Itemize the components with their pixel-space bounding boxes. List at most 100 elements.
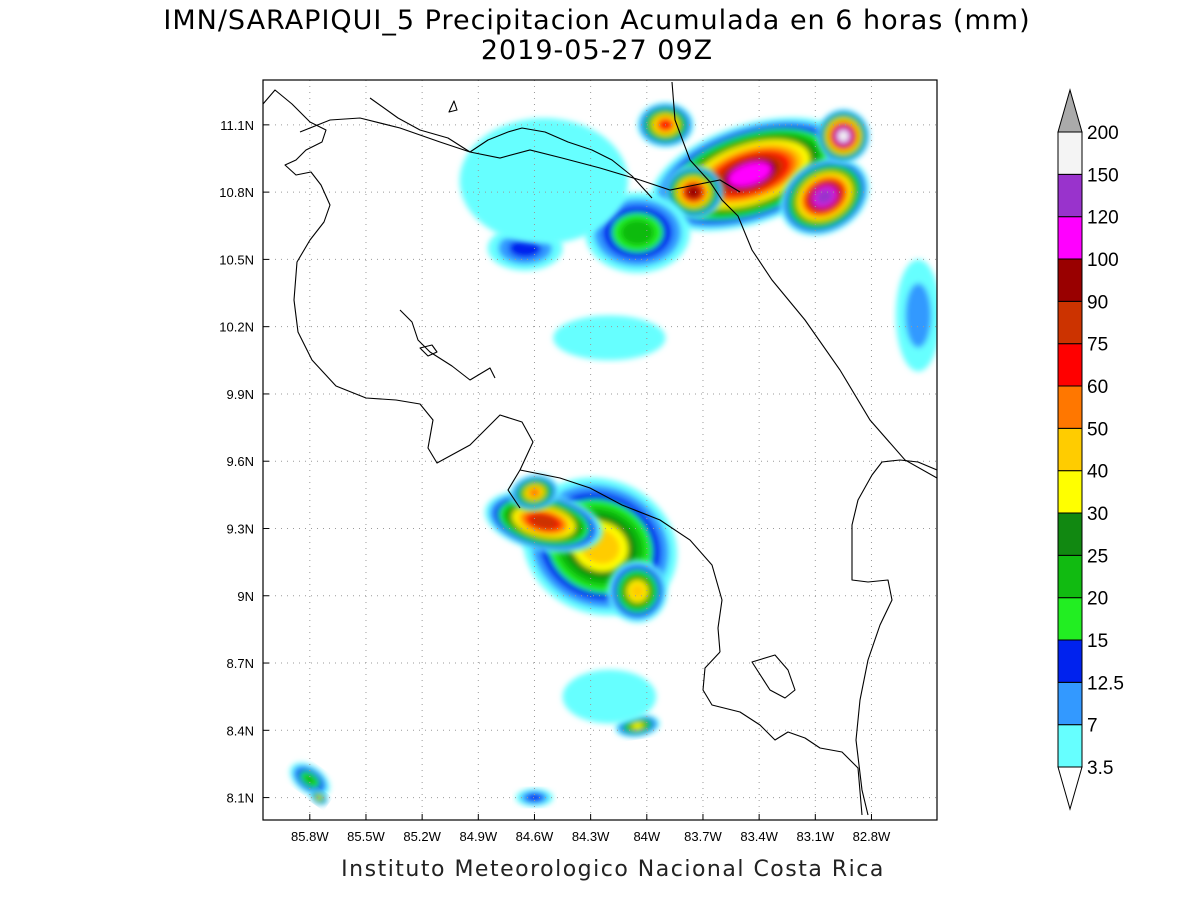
colorbar-swatch xyxy=(1057,173,1083,218)
y-tick-label: 10.8N xyxy=(219,185,254,200)
colorbar-level-label: 100 xyxy=(1087,250,1119,271)
colorbar-swatch xyxy=(1057,385,1083,429)
precip-contour-level xyxy=(530,514,558,529)
colorbar-level-label: 60 xyxy=(1087,377,1108,398)
colorbar-swatch xyxy=(1057,258,1083,302)
golfo-dulce xyxy=(751,654,796,699)
precip-cell xyxy=(817,109,870,163)
small-island xyxy=(448,100,458,113)
colorbar-level-label: 40 xyxy=(1087,462,1108,483)
precip-contour-level xyxy=(631,722,644,729)
colorbar-level-label: 75 xyxy=(1087,335,1108,356)
colorbar-level-label: 15 xyxy=(1087,631,1108,652)
precip-contour-level xyxy=(629,583,646,600)
x-tick-label: 84.9W xyxy=(460,829,498,844)
y-tick-label: 8.4N xyxy=(227,723,254,738)
precip-cell xyxy=(607,559,668,623)
precip-contour-level xyxy=(905,283,932,348)
colorbar-swatch xyxy=(1057,724,1083,768)
y-tick-label: 8.1N xyxy=(227,791,254,806)
precip-contour-level xyxy=(686,186,701,199)
colorbar-level-label: 90 xyxy=(1087,292,1108,313)
colorbar-level-label: 30 xyxy=(1087,504,1108,525)
colorbar-swatch xyxy=(1057,427,1083,472)
colorbar-level-label: 3.5 xyxy=(1087,758,1113,779)
precip-contour-level xyxy=(528,488,541,498)
country-borders xyxy=(299,81,937,653)
precip-cell xyxy=(895,259,937,372)
y-tick-label: 9.3N xyxy=(227,521,254,536)
colorbar-swatch xyxy=(1057,639,1083,683)
map-frame xyxy=(262,79,938,821)
colorbar-swatch xyxy=(1057,681,1083,726)
precip-contour-level xyxy=(553,315,666,361)
precipitation-field xyxy=(289,102,937,807)
precip-cell xyxy=(310,789,328,806)
precip-contour-level xyxy=(620,219,655,246)
colorbar-swatch xyxy=(1057,131,1083,175)
precip-cell xyxy=(289,762,330,797)
institution-credit: Instituto Meteorologico Nacional Costa R… xyxy=(341,857,885,882)
colorbar-swatch xyxy=(1057,554,1083,599)
x-tick-label: 82.8W xyxy=(853,829,891,844)
colorbar-level-label: 20 xyxy=(1087,589,1108,610)
x-tick-label: 83.4W xyxy=(740,829,778,844)
colorbar-bottom-arrow xyxy=(1057,766,1083,811)
colorbar-level-label: 12.5 xyxy=(1087,673,1124,694)
map-title: IMN/SARAPIQUI_5 Precipitacion Acumulada … xyxy=(163,5,1030,36)
precip-contour-level xyxy=(815,188,835,205)
x-tick-label: 85.2W xyxy=(403,829,441,844)
colorbar-swatch xyxy=(1057,470,1083,514)
colorbar-level-label: 200 xyxy=(1087,123,1119,144)
precip-contour-level xyxy=(316,795,322,800)
y-tick-label: 9.6N xyxy=(227,454,254,469)
colorbar-swatch xyxy=(1057,216,1083,260)
colorbar-swatch xyxy=(1057,300,1083,345)
precip-contour-level xyxy=(508,238,542,258)
y-tick-label: 11.1N xyxy=(220,118,254,133)
precip-contour-level xyxy=(459,118,629,244)
nicoya-peninsula xyxy=(399,309,496,381)
colorbar-level-label: 150 xyxy=(1087,165,1119,186)
x-tick-label: 83.7W xyxy=(684,829,722,844)
colorbar-swatch xyxy=(1057,343,1083,387)
precip-contour-level xyxy=(562,669,657,724)
lat-lon-grid xyxy=(263,80,937,820)
colorbar-swatch xyxy=(1057,512,1083,556)
x-tick-label: 84W xyxy=(633,829,660,844)
map-valid-time: 2019-05-27 09Z xyxy=(481,35,713,66)
x-tick-label: 83.1W xyxy=(797,829,835,844)
precip-cell xyxy=(780,157,869,236)
precip-cell xyxy=(484,490,603,553)
colorbar-level-label: 50 xyxy=(1087,419,1108,440)
colorbar-level-label: 7 xyxy=(1087,716,1098,737)
y-tick-label: 10.5N xyxy=(219,252,254,267)
precip-contour-level xyxy=(837,130,849,142)
colorbar-top-arrow xyxy=(1057,88,1083,133)
nicoya-island xyxy=(419,344,438,357)
y-tick-label: 9.9N xyxy=(227,387,254,402)
caribbean-coast-costa-rica xyxy=(671,81,937,479)
coastlines xyxy=(263,89,937,816)
y-tick-label: 10.2N xyxy=(219,320,254,335)
border-costa-rica-panama xyxy=(519,469,723,653)
latitude-axis: 8.1N 8.4N 8.7N 9N 9.3N 9.6N 9.9N 10.2N 10.5N 10.8… xyxy=(219,118,269,806)
precip-cell xyxy=(562,669,657,724)
colorbar: 3.5 7 12.5 15 20 25 30 40 50 60 75 90 100 120 150 200 xyxy=(1057,88,1124,811)
colorbar-level-label: 25 xyxy=(1087,546,1108,567)
x-tick-label: 84.3W xyxy=(572,829,610,844)
precip-contour-level xyxy=(728,161,772,187)
osa-peninsula xyxy=(702,651,863,816)
y-tick-label: 9N xyxy=(237,589,254,604)
y-tick-label: 8.7N xyxy=(227,656,254,671)
longitude-axis: 85.8W 85.5W 85.2W 84.9W 84.6W 84.3W 84W 83.7W 83… xyxy=(291,814,891,844)
caribbean-coast-panama xyxy=(851,459,937,816)
x-tick-label: 84.6W xyxy=(516,829,554,844)
precip-contour-level xyxy=(303,774,317,786)
colorbar-swatch xyxy=(1057,597,1083,641)
pacific-coastline xyxy=(263,89,534,509)
precip-contour-level xyxy=(526,793,543,802)
precip-cell xyxy=(510,474,559,511)
colorbar-level-label: 120 xyxy=(1087,208,1119,229)
